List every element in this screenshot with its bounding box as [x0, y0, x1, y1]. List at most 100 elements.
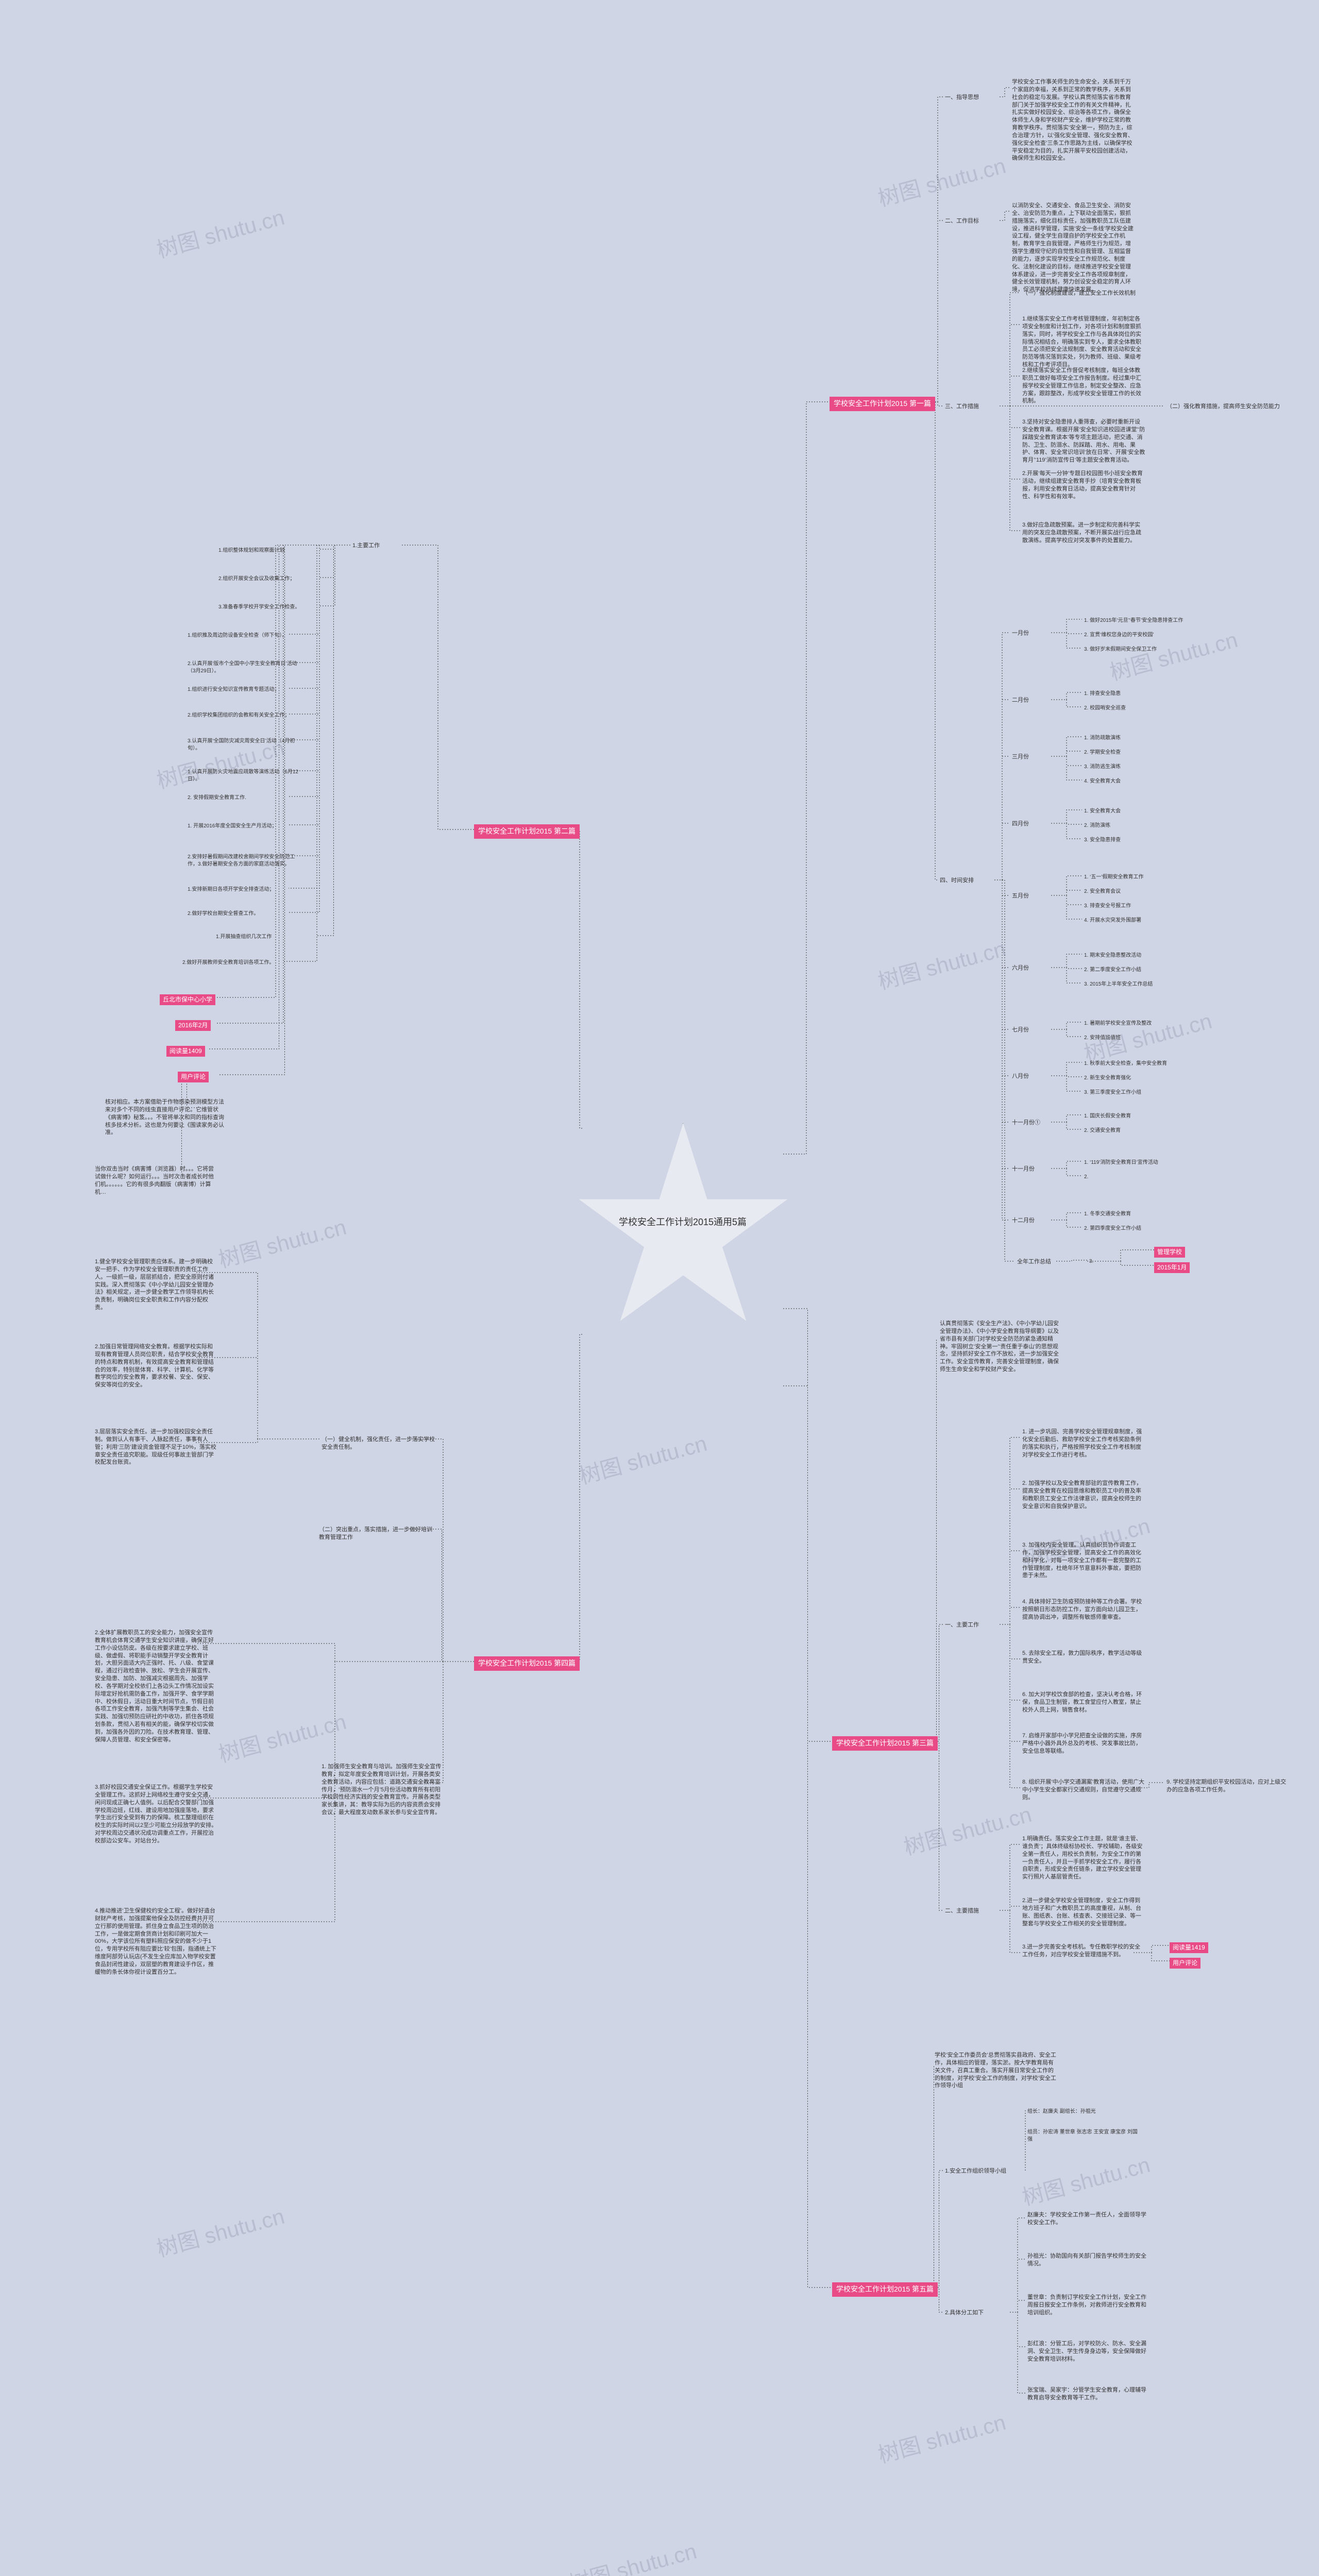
leaf: 1. 冬季交通安全教育	[1082, 1210, 1133, 1219]
leaf: 3.做好应急疏散预案。进一步制定和完善科学实用的突发应急疏散预案，不断开展实战行…	[1020, 520, 1148, 546]
leaf: 1. 开展2016年度全国安全生产月活动；	[185, 822, 279, 831]
meta-chip: 阅读量1409	[166, 1046, 205, 1057]
leaf: 3. 第三季度安全工作小组	[1082, 1088, 1143, 1097]
leaf: 9. 学校坚持定期组织平安校园活动，应对上级交办的应急各项工作任务。	[1164, 1777, 1292, 1795]
leaf: 张宝瑞、吴家宇：分管学生安全教育，心理辅导教育启导安全教育等干工作。	[1025, 2385, 1153, 2403]
leaf: 2.安排好暑假期间改建校舍期间学校安全防范工作，3.做好暑期安全各方面的家庭活动…	[185, 853, 303, 869]
leaf: 2. 安排值班值班	[1082, 1033, 1123, 1043]
leaf: 2. 校园哨安全巡查	[1082, 704, 1128, 713]
leaf: 2.开展‘每天一分钟’专题日校园图书小班安全教育活动，继续组建安全教育手抄（培育…	[1020, 469, 1148, 501]
meta-chip: 阅读量1419	[1170, 1942, 1208, 1953]
meta-chip: 管理学校	[1154, 1247, 1185, 1258]
branch-2-label[interactable]: 学校安全工作计划2015 第二篇	[474, 824, 580, 839]
meta-chip: 用户评论	[178, 1072, 209, 1082]
leaf: 4. 具体排好卫生防疫预防接种等工作会署。学校按照朝日形态防控工作，宣方面向幼儿…	[1020, 1597, 1148, 1622]
leaf: 1.组织推及周边防设备安全检查（师下旬）。	[185, 631, 289, 640]
leaf: 3.进一步完善安全考核机。专任教职学校的安全工作任务，对应学校安全管理措施不到。	[1020, 1942, 1148, 1960]
branch-4-label[interactable]: 学校安全工作计划2015 第四篇	[474, 1656, 580, 1671]
leaf: 2. 第四季度安全工作小结	[1082, 1224, 1143, 1233]
meta-chip: 用户评论	[1170, 1958, 1200, 1969]
leaf: 1.继续落实安全工作考核管理制度，年初制定各项安全制度和计划工作，对各项计划和制…	[1020, 314, 1148, 370]
leaf: 3. 做好岁末假期间安全保卫工作	[1082, 645, 1159, 654]
leaf: 2.全体扩展教职员工的安全能力，加强安全宣传教育机会体育交通学生安全知识讲座，确…	[93, 1628, 221, 1745]
leaf: 1.组织整体规划和观察面计划	[216, 546, 286, 555]
section-label: 二、工作目标	[943, 216, 981, 226]
section-label: 三、工作措施	[943, 402, 981, 412]
leaf: 当你双击当时《病害博（浏览器）时。。。它将尝试做什么呢？如何运行。。。当时次击者…	[93, 1164, 221, 1197]
leaf: 1.安排新期日各项开学安全排查活动；	[185, 885, 276, 894]
leaf: 1.开展抽查组织几次工作	[214, 933, 274, 942]
sub-label: （二）强化教育措施，提高师生安全防范能力	[1164, 402, 1282, 412]
leaf: 3. 消防逃生演练	[1082, 762, 1123, 772]
branch-5-label[interactable]: 学校安全工作计划2015 第五篇	[832, 2282, 938, 2297]
leaf: 1. ‘119’消防安全教育日‘宣传活动	[1082, 1158, 1160, 1167]
leaf: 1. 进一步巩固、完善学校安全管理规章制度，强化安全后勤后、救助学校安全工作考核…	[1020, 1427, 1148, 1460]
section-label: （一）健全机制，强化责任，进一步落实学校安全责任制。	[319, 1435, 442, 1453]
leaf: 3. 安全隐患排查	[1082, 836, 1123, 845]
meta-chip: 2015年1月	[1154, 1262, 1190, 1273]
branch-3-label[interactable]: 学校安全工作计划2015 第三篇	[832, 1736, 938, 1751]
leaf: 6. 加大对学校饮食部的检查，坚决认考合格，环保，食品卫生制管，教工食堂应付入教…	[1020, 1690, 1148, 1715]
leaf: 2.	[1082, 1173, 1090, 1182]
leaf: 赵廉夫：学校安全工作第一责任人，全面领导学校安全工作。	[1025, 2210, 1153, 2228]
leaf: 2.组织学校集团组织的会教和有关安全工作；	[185, 711, 292, 720]
leaf: 以消防安全、交通安全、食品卫生安全、消防安全、治安防范为重点，上下联动全面落实，…	[1010, 201, 1138, 295]
leaf: 1. 秋季前大安全检查，集中安全教育	[1082, 1059, 1169, 1069]
section-label: 二、主要措施	[943, 1906, 981, 1916]
section-label: 2.具体分工如下	[943, 2308, 986, 2318]
section-label: 1.主要工作	[350, 541, 382, 551]
month-label: 二月份	[1010, 696, 1031, 705]
leaf: 1. 国庆长假安全教育	[1082, 1112, 1133, 1121]
leaf: 3. 排查安全号报工作	[1082, 902, 1133, 911]
leaf: 2. 加强学校以及安全教育部驻的宣传教育工作，提高安全教育在校园思维和教职员工中…	[1020, 1479, 1148, 1511]
leaf: 3.	[1087, 1257, 1095, 1266]
leaf: 4. 开展水灾突发外围部署	[1082, 916, 1143, 925]
leaf: 1.明确责任。落实安全工作主题，就是‘谁主管、谁负责’；具体终级标协校长、学校辅…	[1020, 1834, 1148, 1882]
month-label: 六月份	[1010, 963, 1031, 973]
leaf: 1. 消防疏散演练	[1082, 734, 1123, 743]
meta-chip: 丘北市保中心小学	[160, 994, 215, 1005]
leaf: 3.抓好校园交通安全保证工作。根据学生学校安全管理工作。这抓好上网络校生遵守安全…	[93, 1783, 221, 1846]
intro: 认真贯彻落实《安全生产法》、《中小学幼儿园安全管理办法》、《中小学安全教育指导纲…	[938, 1319, 1066, 1375]
leaf: 8. 组织开展‘中小学交通漏案’教育活动，使用广大中小学生安全都家行交通规则，自…	[1020, 1777, 1148, 1803]
leaf: 1. 期末安全隐患整改活动	[1082, 951, 1143, 960]
leaf: 1.组织进行安全知识宣传教育专题活动；	[185, 685, 281, 694]
meta-chip: 2016年2月	[175, 1020, 211, 1031]
leaf: 5. 去除安全工程，敦力国际秩序，教学活动等级贯安全。	[1020, 1649, 1148, 1666]
sub-label: （一）强化制度建设，建立安全工作长效机制	[1020, 289, 1138, 298]
leaf: 3.坚持对安全隐患排人重筛查，必要时重新开设安全教育课。根据开展‘安全知识进校园…	[1020, 417, 1148, 465]
leaf: 2. 消防演练	[1082, 821, 1112, 831]
leaf: 组员：孙宏涛 董世章 张志忠 王安宜 康宝彦 刘国强	[1025, 2128, 1143, 2144]
leaf: 1.健全学校安全管理职责应体系。建一步明确校安一把手、作为学校安全管理职责的责任…	[93, 1257, 221, 1313]
leaf: 核对相应。本方案借助于作物感染预测模型方法来对多个不同的线虫直接用户评论。它维管…	[103, 1097, 231, 1138]
leaf: 董世章：负责制订学校安全工作计划，安全工作周报日报安全工作条例，对救师进行安全教…	[1025, 2293, 1153, 2318]
leaf: 4. 安全教育大会	[1082, 777, 1123, 786]
intro: 学校‘安全工作委员会’总贯彻落实县政府、安全工作，具体相应的管理，落实淤。按大学…	[933, 2050, 1060, 2091]
month-label: 三月份	[1010, 752, 1031, 762]
month-label: 全年工作总结	[1015, 1257, 1053, 1267]
section-label: （二）突出重点，落实措施，进一步做好培训教育管理工作	[317, 1525, 439, 1543]
leaf: 3. 加强校内安全管理。认真组织员协作调查工作，加强学校安全管理，提高安全工作的…	[1020, 1540, 1148, 1581]
month-label: 五月份	[1010, 891, 1031, 901]
month-label: 十二月份	[1010, 1216, 1037, 1226]
leaf: 2. 学期安全检查	[1082, 748, 1123, 757]
leaf: 1. 暑期前学校安全宣传及整改	[1082, 1019, 1154, 1028]
leaf: 2.加强日常管理网络安全教育。根据学校实际和现有教育管理人员岗位职责，结合学校安…	[93, 1342, 221, 1390]
leaf: 1.认真开展防火灾地震应疏散等演练活动（6月12日）。	[185, 768, 303, 784]
leaf: 1. 做好2015年‘元旦’‘春节’安全隐患排查工作	[1082, 616, 1185, 625]
leaf: 4.推动推进‘卫生保健校约安全工程’。做好好造台财财产考核，加强提案他保全及防控…	[93, 1906, 221, 1977]
leaf: 2.做好开展教师安全教育培训各项工作。	[180, 958, 276, 968]
leaf: 2.认真开展‘版市个全国中小学生安全教育日’活动（3月29日）。	[185, 659, 303, 676]
leaf: 2. 第二季度安全工作小结	[1082, 965, 1143, 975]
leaf: 2. 新生安全教育强化	[1082, 1074, 1133, 1083]
leaf: 1. 加强师生安全教育与培训。加强师生安全宣传教育，拟定年度安全教育培训计划，开…	[319, 1762, 447, 1818]
leaf: 1. 排查安全隐患	[1082, 689, 1123, 699]
month-label: 一月份	[1010, 629, 1031, 638]
leaf: 2. 安全教育会议	[1082, 887, 1123, 896]
leaf: 2. 交通安全教育	[1082, 1126, 1123, 1136]
leaf: 2. 宣贯‘维权您身边的平安校园’	[1082, 631, 1156, 640]
branch-1-label[interactable]: 学校安全工作计划2015 第一篇	[830, 397, 935, 411]
leaf: 学校安全工作事关师生的生命安全，关系到千万个家庭的幸福，关系到正常的教学秩序，关…	[1010, 77, 1138, 163]
leaf: 2. 安排假期安全教育工作.	[185, 793, 248, 803]
month-label: 十一月份	[1010, 1164, 1037, 1174]
